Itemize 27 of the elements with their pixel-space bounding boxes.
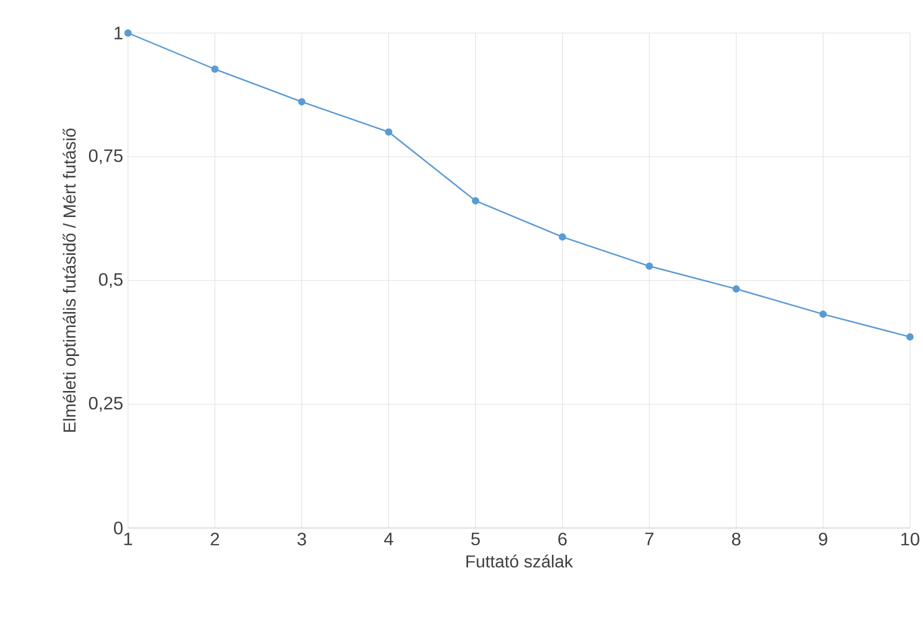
y-tick-label: 0,75 bbox=[88, 149, 123, 164]
point bbox=[124, 29, 132, 37]
point bbox=[558, 233, 566, 241]
x-tick-label: 5 bbox=[471, 532, 480, 546]
x-tick-label: 10 bbox=[901, 532, 920, 546]
x-axis-title: Futtató szálak bbox=[466, 554, 573, 568]
x-tick-label: 9 bbox=[818, 532, 828, 546]
y-axis-title: Elméleti optimális futásidő / Mért futásiő bbox=[62, 128, 80, 432]
x-tick-label: 8 bbox=[732, 532, 740, 546]
x-tick-label: 3 bbox=[297, 532, 306, 546]
point bbox=[819, 310, 827, 318]
point bbox=[646, 262, 653, 270]
y-tick-label: 0,5 bbox=[98, 273, 123, 288]
point bbox=[732, 285, 740, 293]
point bbox=[472, 197, 480, 204]
point bbox=[906, 333, 914, 341]
y-tick-label: 0,25 bbox=[88, 396, 123, 412]
x-tick-label: 7 bbox=[645, 532, 654, 546]
point bbox=[211, 65, 219, 73]
y-tick-label: 0 bbox=[114, 522, 123, 534]
point bbox=[385, 128, 392, 136]
point bbox=[298, 98, 306, 106]
x-tick-label: 6 bbox=[558, 532, 567, 546]
x-tick-label: 4 bbox=[384, 532, 394, 546]
y-tick-label: 1 bbox=[114, 26, 122, 40]
x-tick-label: 2 bbox=[210, 532, 220, 546]
x-tick-label: 1 bbox=[124, 532, 132, 546]
